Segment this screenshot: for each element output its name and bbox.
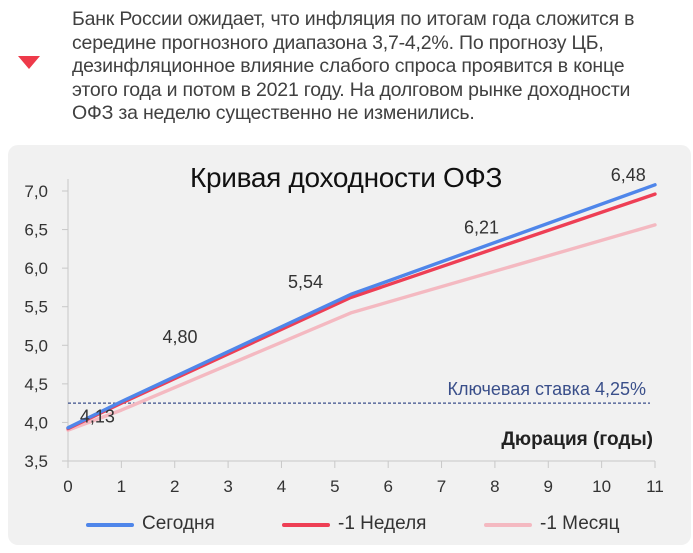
y-tick-label: 5,5	[24, 298, 48, 317]
y-tick-label: 7,0	[24, 182, 48, 201]
x-tick-label: 0	[63, 477, 72, 496]
y-tick-label: 5,0	[24, 336, 48, 355]
y-tick-label: 3,5	[24, 452, 48, 471]
legend: Сегодня -1 Неделя -1 Месяц	[0, 505, 693, 545]
intro-text: Банк России ожидает, что инфляция по ито…	[72, 8, 635, 125]
series-line-2	[66, 183, 657, 430]
data-label: 6,21	[464, 217, 499, 237]
legend-label-today: Сегодня	[142, 513, 215, 534]
x-tick-label: 9	[544, 477, 553, 496]
series-line-0	[66, 223, 657, 432]
x-tick-label: 1	[117, 477, 126, 496]
y-tick-label: 6,0	[24, 259, 48, 278]
x-tick-label: 8	[490, 477, 499, 496]
x-tick-label: 5	[330, 477, 339, 496]
legend-swatch-month	[484, 523, 532, 527]
data-label: 4,80	[163, 327, 198, 347]
legend-swatch-week	[282, 523, 330, 527]
legend-swatch-today	[86, 523, 134, 527]
x-tick-label: 3	[223, 477, 232, 496]
data-label: 6,48	[611, 165, 646, 185]
y-tick-label: 4,5	[24, 375, 48, 394]
chart-title: Кривая доходности ОФЗ	[190, 162, 503, 193]
y-tick-label: 6,5	[24, 221, 48, 240]
data-label: 4,13	[80, 406, 115, 426]
x-axis-label: Дюрация (годы)	[501, 429, 653, 450]
data-label: 5,54	[288, 272, 323, 292]
x-tick-label: 10	[592, 477, 611, 496]
y-tick-label: 4,0	[24, 413, 48, 432]
x-tick-label: 7	[437, 477, 446, 496]
legend-label-month: -1 Месяц	[540, 513, 620, 534]
x-tick-label: 11	[646, 477, 664, 496]
x-tick-label: 4	[277, 477, 286, 496]
x-tick-label: 2	[170, 477, 179, 496]
key-rate-label: Ключевая ставка 4,25%	[447, 379, 646, 399]
intro-section: Банк России ожидает, что инфляция по ито…	[0, 0, 693, 140]
legend-label-week: -1 Неделя	[338, 513, 427, 534]
down-triangle-icon	[18, 56, 40, 69]
x-tick-label: 6	[383, 477, 392, 496]
